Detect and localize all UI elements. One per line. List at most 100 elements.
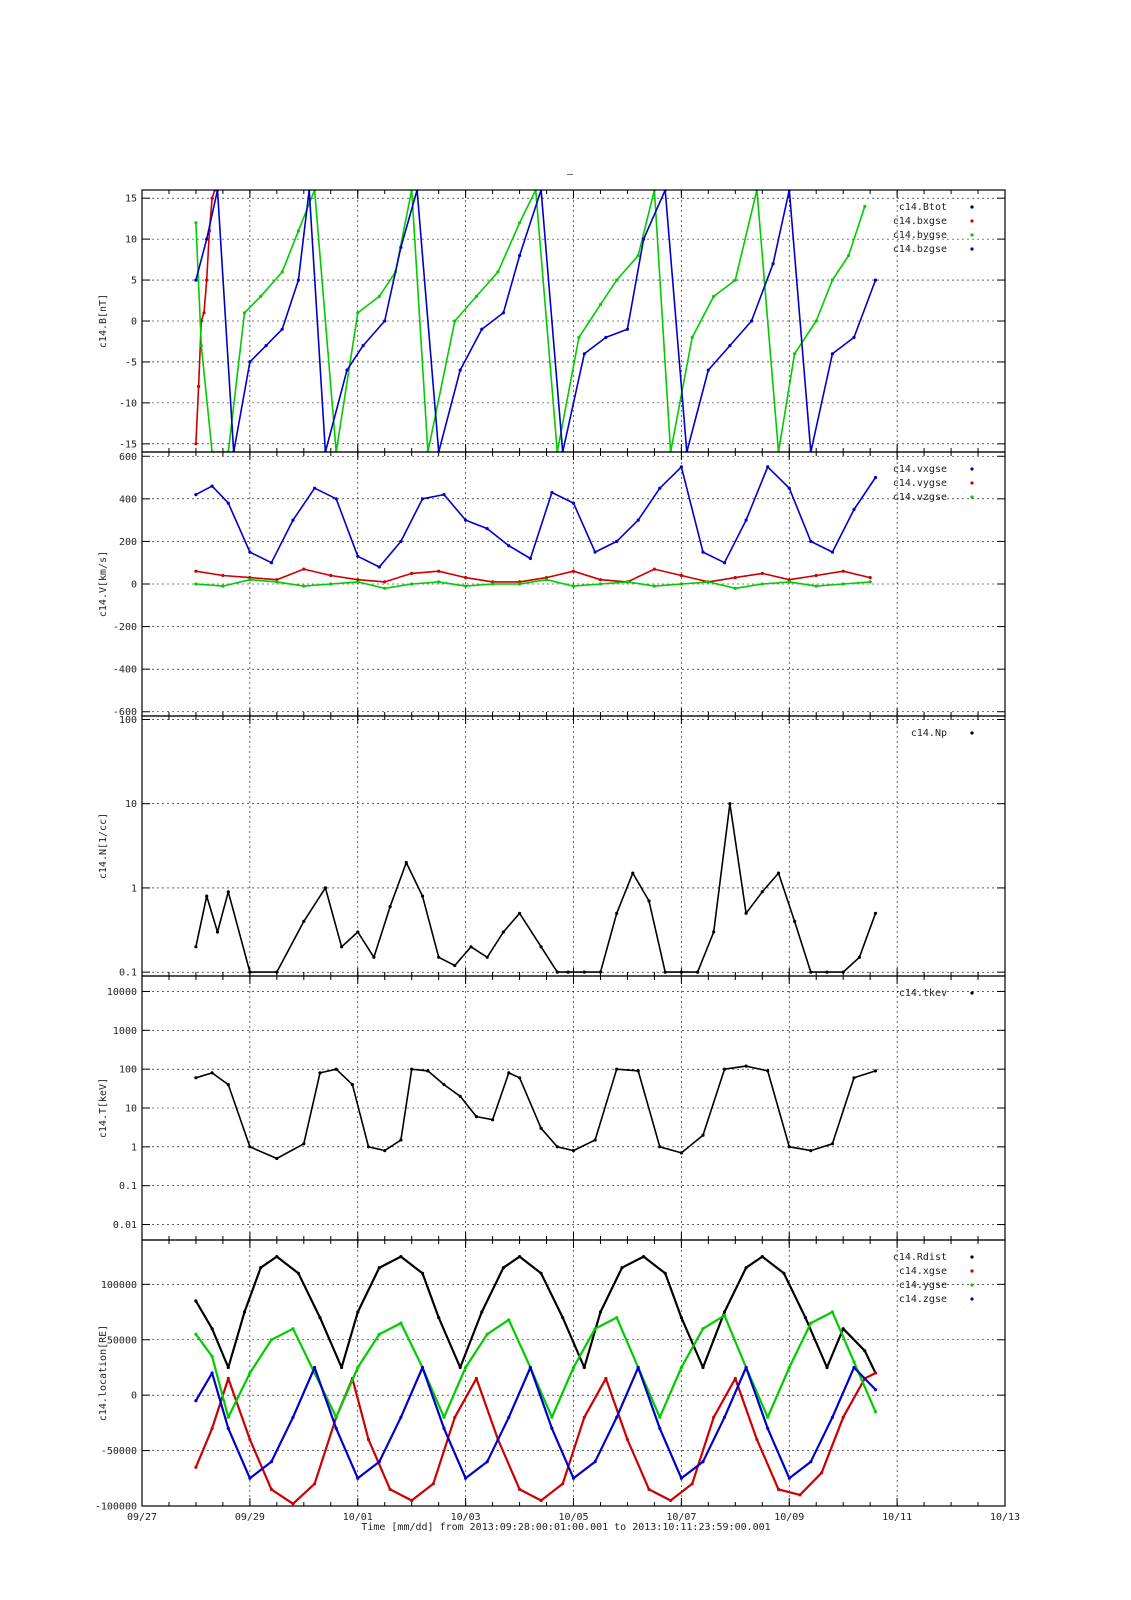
data-point [399, 245, 403, 249]
data-point [442, 1426, 446, 1430]
data-point [561, 1482, 565, 1486]
data-point [615, 1415, 619, 1419]
data-point [663, 1271, 667, 1275]
data-point [528, 1365, 533, 1370]
data-point [820, 1471, 824, 1475]
data-point [199, 344, 203, 348]
y-axis-label: c14.N[1/cc] [98, 813, 109, 879]
data-point [377, 565, 381, 569]
y-tick-label: 200 [119, 537, 137, 548]
data-point [350, 1083, 354, 1087]
data-point [814, 584, 818, 588]
legend-label: c14.bxgse [893, 216, 947, 227]
data-point [868, 576, 872, 580]
data-point [485, 1332, 489, 1336]
y-tick-label: 5 [131, 276, 137, 287]
data-point [658, 1415, 662, 1419]
data-point [474, 1376, 478, 1381]
data-point [825, 1365, 829, 1370]
data-point [194, 945, 198, 949]
legend-label: c14.bygse [893, 230, 947, 241]
data-point [658, 1426, 662, 1430]
data-point [539, 945, 543, 949]
data-point [852, 1360, 856, 1364]
data-point [248, 970, 252, 974]
data-point [809, 1321, 813, 1325]
data-point [334, 1415, 338, 1419]
data-point [356, 554, 360, 558]
data-point [210, 1371, 214, 1375]
data-point [793, 919, 797, 924]
data-point [366, 1145, 371, 1149]
data-point [582, 1415, 586, 1419]
data-point [377, 1266, 381, 1270]
data-point [830, 278, 835, 282]
data-point [269, 561, 273, 565]
data-point [226, 501, 230, 505]
y-tick-label: -400 [113, 665, 137, 676]
panels-group: -15-10-5051015c14.B[nT]c14.Btotc14.bxgse… [95, 189, 1006, 1513]
legend: c14.Btot c14.bxgse c14.bygse c14.bzgse [893, 202, 974, 255]
data-point [787, 1476, 791, 1480]
data-point [194, 1465, 198, 1469]
data-point [194, 493, 198, 497]
data-point [696, 970, 700, 974]
x-tick-label: 09/27 [127, 1512, 157, 1523]
data-point [194, 1332, 198, 1336]
data-point [663, 970, 667, 974]
legend: c14.tkev [899, 988, 974, 999]
y-tick-label: 1000 [113, 1026, 137, 1037]
x-axis-title: Time [mm/dd] from 2013:09:28:00:01:00.00… [361, 1522, 770, 1533]
data-point [873, 1371, 878, 1375]
y-tick-label: 10000 [107, 987, 137, 998]
data-point [776, 871, 781, 875]
data-point [787, 486, 791, 490]
data-point [296, 1271, 300, 1275]
y-tick-label: -100000 [95, 1502, 137, 1513]
data-point [356, 1365, 360, 1370]
data-point [593, 1460, 597, 1464]
data-point [291, 1415, 295, 1419]
data-point [803, 1316, 808, 1320]
y-axis-label: c14.T[keV] [98, 1078, 109, 1138]
data-point [205, 894, 209, 898]
data-point [215, 930, 220, 934]
data-point [830, 550, 835, 554]
legend-marker [970, 731, 974, 735]
data-point [388, 905, 392, 909]
data-point [437, 1316, 441, 1320]
data-point [442, 1415, 446, 1419]
data-point [194, 1299, 198, 1303]
data-point [480, 1310, 484, 1314]
data-point [625, 580, 630, 584]
data-point [366, 1437, 371, 1442]
data-point [598, 970, 603, 974]
data-point [863, 204, 867, 208]
y-tick-label: 0 [131, 580, 137, 591]
data-point [275, 1255, 279, 1259]
data-point [642, 1255, 646, 1259]
data-point [437, 569, 441, 573]
series-group [194, 465, 878, 590]
series-line-c14-Rdist [194, 1255, 877, 1374]
data-point [194, 582, 198, 586]
legend-label: c14.zgse [899, 1294, 947, 1305]
data-point [847, 253, 851, 258]
data-point [830, 352, 835, 356]
data-point [830, 1415, 835, 1419]
legend-label: c14.vxgse [893, 464, 947, 475]
data-point [733, 1376, 737, 1381]
data-point [787, 1365, 791, 1370]
data-point [652, 584, 657, 588]
data-point [755, 1437, 759, 1442]
data-point [518, 1255, 522, 1259]
data-point [722, 1310, 727, 1314]
data-point [507, 1071, 511, 1075]
data-point [571, 584, 576, 588]
data-point [399, 1138, 403, 1142]
data-point [604, 1376, 608, 1381]
data-point [226, 1376, 230, 1381]
legend-label: c14.vygse [893, 478, 947, 489]
y-tick-label: 50000 [107, 1335, 137, 1346]
data-point [679, 1476, 684, 1480]
